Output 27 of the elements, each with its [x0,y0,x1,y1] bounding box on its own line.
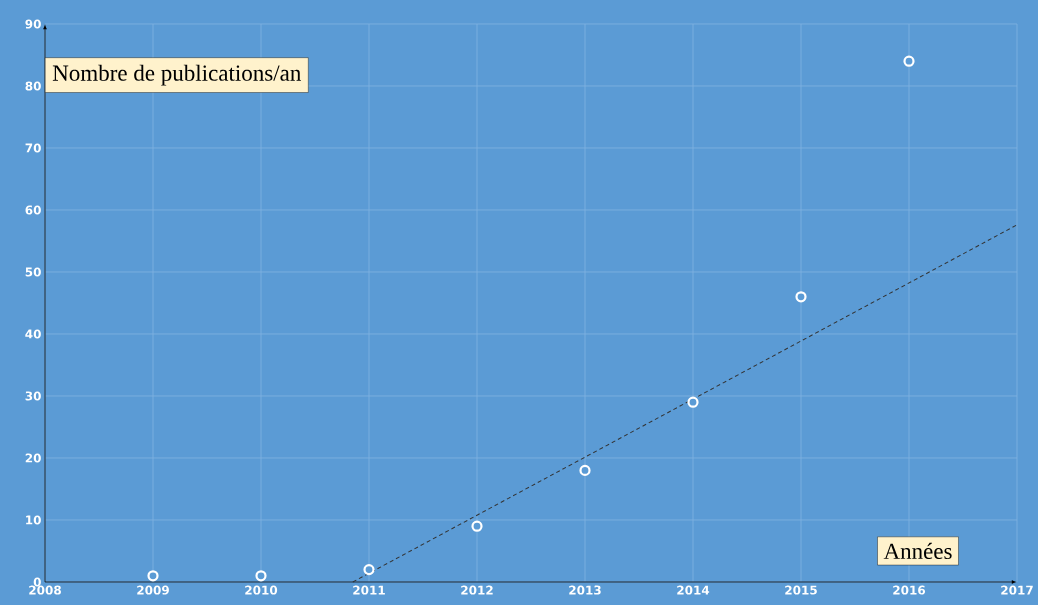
x-tick-label: 2013 [569,585,601,595]
y-tick-label: 60 [25,205,41,215]
x-tick-label: 2010 [245,585,278,595]
point [579,464,591,476]
x-tick-label: 2008 [29,585,61,595]
point [471,520,483,532]
point [795,291,807,303]
y-tick-label: 0 [33,577,41,587]
y-tick-label: 10 [26,515,41,525]
x-tick-label: 2016 [893,585,926,595]
y-tick-label: 80 [25,81,41,91]
x-tick-label: 2012 [461,585,493,595]
y-tick-label: 40 [25,329,41,339]
y-tick-label: 70 [25,143,41,153]
point [903,55,915,67]
y-tick-label: 90 [25,19,41,29]
x-axis-title: Années [883,542,952,560]
x-tick-label: 2011 [353,585,385,595]
y-tick-label: 50 [25,267,41,277]
x-tick-label: 2014 [677,585,710,595]
y-tick-label: 20 [25,453,41,463]
x-tick-label: 2017 [1001,585,1033,595]
y-axis-title: Nombre de publications/an [52,64,301,86]
point [687,396,699,408]
x-tick-label: 2009 [137,585,169,595]
x-tick-label: 2015 [785,585,817,595]
y-tick-label: 30 [25,391,41,401]
